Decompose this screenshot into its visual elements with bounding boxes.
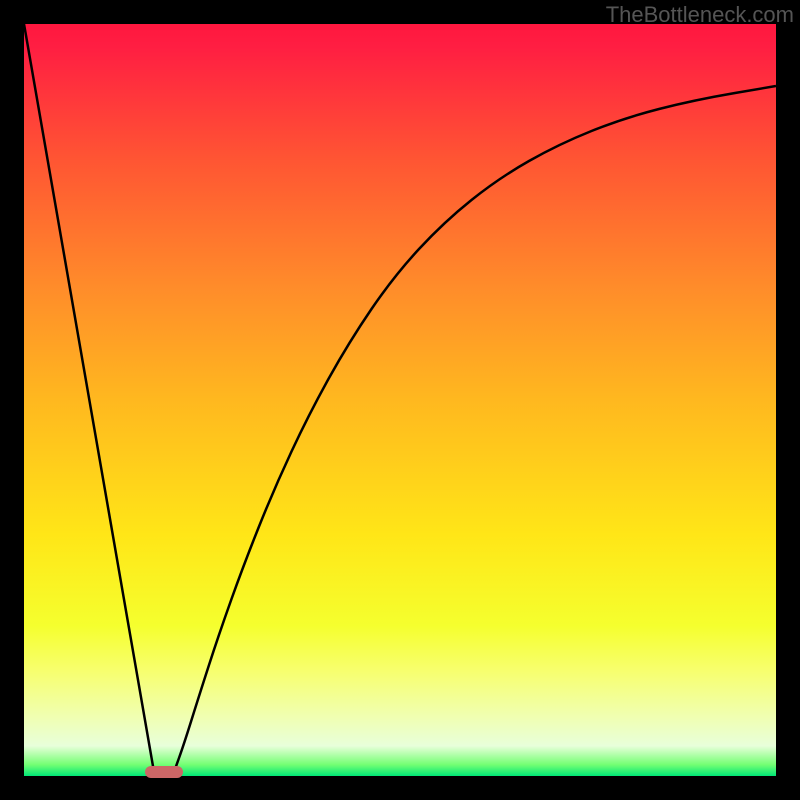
plot-area — [24, 24, 776, 776]
bottleneck-curve — [24, 24, 776, 772]
chart-container: TheBottleneck.com — [0, 0, 800, 800]
optimal-marker — [145, 766, 183, 778]
curve-layer — [24, 24, 776, 776]
watermark-text: TheBottleneck.com — [606, 2, 794, 28]
